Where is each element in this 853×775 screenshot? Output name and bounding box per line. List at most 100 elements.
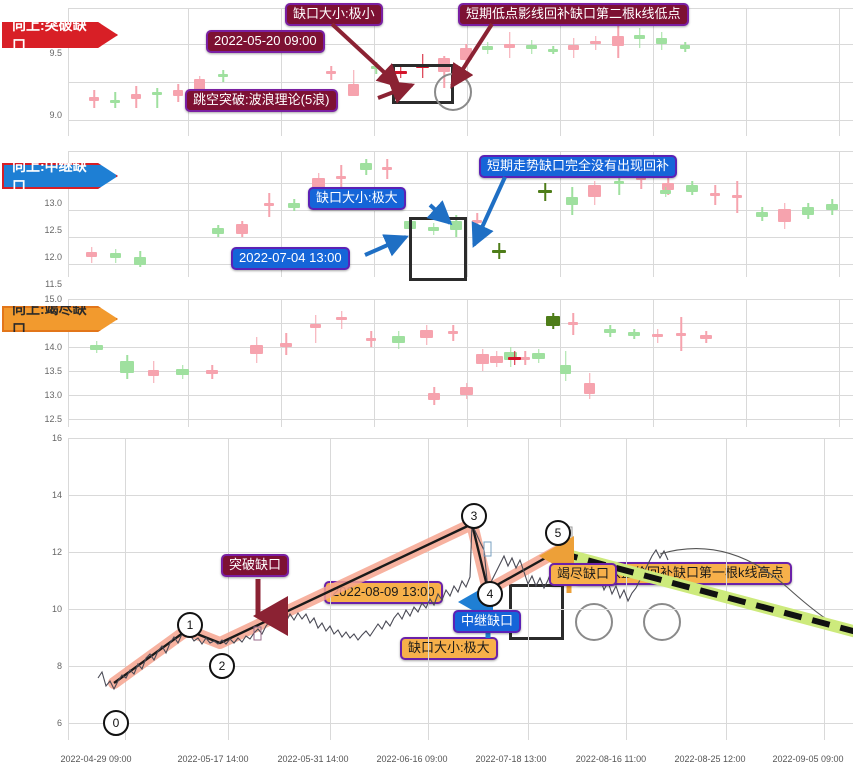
candle — [588, 181, 601, 205]
y-tick-label: 14 — [51, 490, 62, 500]
candle — [628, 329, 640, 339]
candle — [264, 193, 274, 217]
candle — [173, 84, 183, 102]
candle — [420, 325, 433, 345]
candle — [700, 331, 712, 343]
y-tick-label: 9.5 — [49, 48, 62, 58]
y-tick-label: 10 — [51, 604, 62, 614]
candle — [710, 185, 720, 205]
candle — [348, 70, 359, 96]
banner-runaway-gap: 向上:中继缺口 — [2, 163, 118, 189]
candle — [612, 26, 624, 58]
annotation-gap-fill-note: 短期低点影线回补缺口第二根k线低点 — [458, 3, 689, 26]
annotation-gap-time: 2022-05-20 09:00 — [206, 30, 325, 53]
gap-highlight-rectangle — [409, 217, 467, 281]
candle — [236, 221, 248, 237]
banner-exhaustion-gap: 向上:竭尽缺口 — [2, 306, 118, 332]
candle — [460, 44, 472, 66]
candle — [526, 40, 537, 54]
annotation-runaway-gap: 中继缺口 — [453, 610, 522, 633]
candle — [428, 387, 440, 405]
candle — [584, 373, 595, 399]
candle — [472, 213, 482, 231]
y-tick-label: 12 — [51, 547, 62, 557]
candle — [548, 46, 558, 54]
candle — [560, 351, 571, 381]
candle — [492, 243, 506, 259]
candle — [90, 341, 103, 353]
wave-label-2: 2 — [209, 653, 235, 679]
y-tick-label: 14.0 — [44, 342, 62, 352]
candle — [89, 90, 99, 108]
wave-label-1: 1 — [177, 612, 203, 638]
y-tick-label: 9.0 — [49, 110, 62, 120]
candle — [538, 183, 552, 201]
y-tick-label: 13.0 — [44, 198, 62, 208]
panel-elliott-wave: 0 1 2 3 4 5 16 14 12 10 8 6 突破缺口 中继缺口 竭尽… — [0, 430, 853, 775]
candle — [504, 32, 515, 58]
candle — [366, 331, 376, 347]
candle — [428, 223, 439, 235]
candle — [802, 203, 814, 219]
annotation-gap-theory: 跳空突破:波浪理论(5浪) — [185, 89, 338, 112]
candle — [392, 331, 405, 349]
x-tick-label: 2022-06-16 09:00 — [376, 754, 448, 764]
candle — [604, 325, 616, 337]
candle — [568, 313, 578, 335]
candle — [686, 181, 698, 195]
y-tick-label: 15.0 — [44, 294, 62, 304]
candle — [110, 92, 120, 108]
annotation-gap-size: 缺口大小:极大 — [308, 187, 406, 210]
candle — [566, 187, 578, 215]
y-tick-label: 12.0 — [44, 252, 62, 262]
candle — [660, 187, 671, 197]
candle — [218, 70, 228, 82]
y-tick-label: 12.5 — [44, 225, 62, 235]
panel-exhaustion-gap: 15.0 14.5 14.0 13.5 13.0 12.5 向上:竭尽缺口 20… — [0, 285, 853, 660]
candle — [476, 349, 489, 371]
candle — [460, 383, 473, 399]
y-tick-label: 16 — [51, 433, 62, 443]
candle — [310, 315, 321, 343]
annotation-gap-time: 2022-07-04 13:00 — [231, 247, 350, 270]
candle — [212, 225, 224, 237]
candle — [634, 28, 645, 48]
plot-area-exhaustion — [68, 299, 853, 427]
candle — [826, 199, 838, 215]
candle — [756, 207, 768, 221]
x-tick-label: 2022-07-18 13:00 — [475, 754, 547, 764]
candle — [280, 333, 292, 355]
candle — [590, 36, 601, 50]
gap-fill-circle — [434, 73, 472, 111]
candle — [360, 159, 372, 175]
candle — [110, 249, 121, 263]
plot-area-breakaway — [68, 8, 853, 136]
candle — [336, 311, 347, 329]
candle — [288, 199, 300, 211]
y-tick-label: 13.0 — [44, 390, 62, 400]
candle — [336, 165, 346, 189]
x-tick-label: 2022-05-31 14:00 — [277, 754, 349, 764]
wave-label-3: 3 — [461, 503, 487, 529]
candle — [120, 355, 134, 379]
x-tick-label: 2022-09-05 09:00 — [772, 754, 844, 764]
candle — [636, 169, 646, 189]
candle — [508, 351, 521, 365]
candle — [520, 351, 530, 365]
y-tick-label: 8 — [56, 661, 62, 671]
candle — [614, 171, 624, 195]
candle — [778, 203, 791, 229]
panel-runaway-gap: 13.0 12.5 12.0 11.5 向上:中继缺口 缺口大小:极大 2022… — [0, 145, 853, 289]
candle — [490, 351, 503, 367]
wave-label-4: 4 — [477, 581, 503, 607]
x-tick-label: 2022-08-25 12:00 — [674, 754, 746, 764]
y-tick-label: 11.5 — [45, 279, 62, 289]
candle — [86, 247, 97, 263]
candle — [176, 365, 189, 379]
y-tick-label: 12.5 — [44, 414, 62, 424]
candle — [382, 159, 392, 179]
candle — [652, 329, 663, 343]
candle — [450, 215, 462, 237]
candle — [194, 76, 205, 94]
price-series-and-overlays — [97, 518, 853, 691]
